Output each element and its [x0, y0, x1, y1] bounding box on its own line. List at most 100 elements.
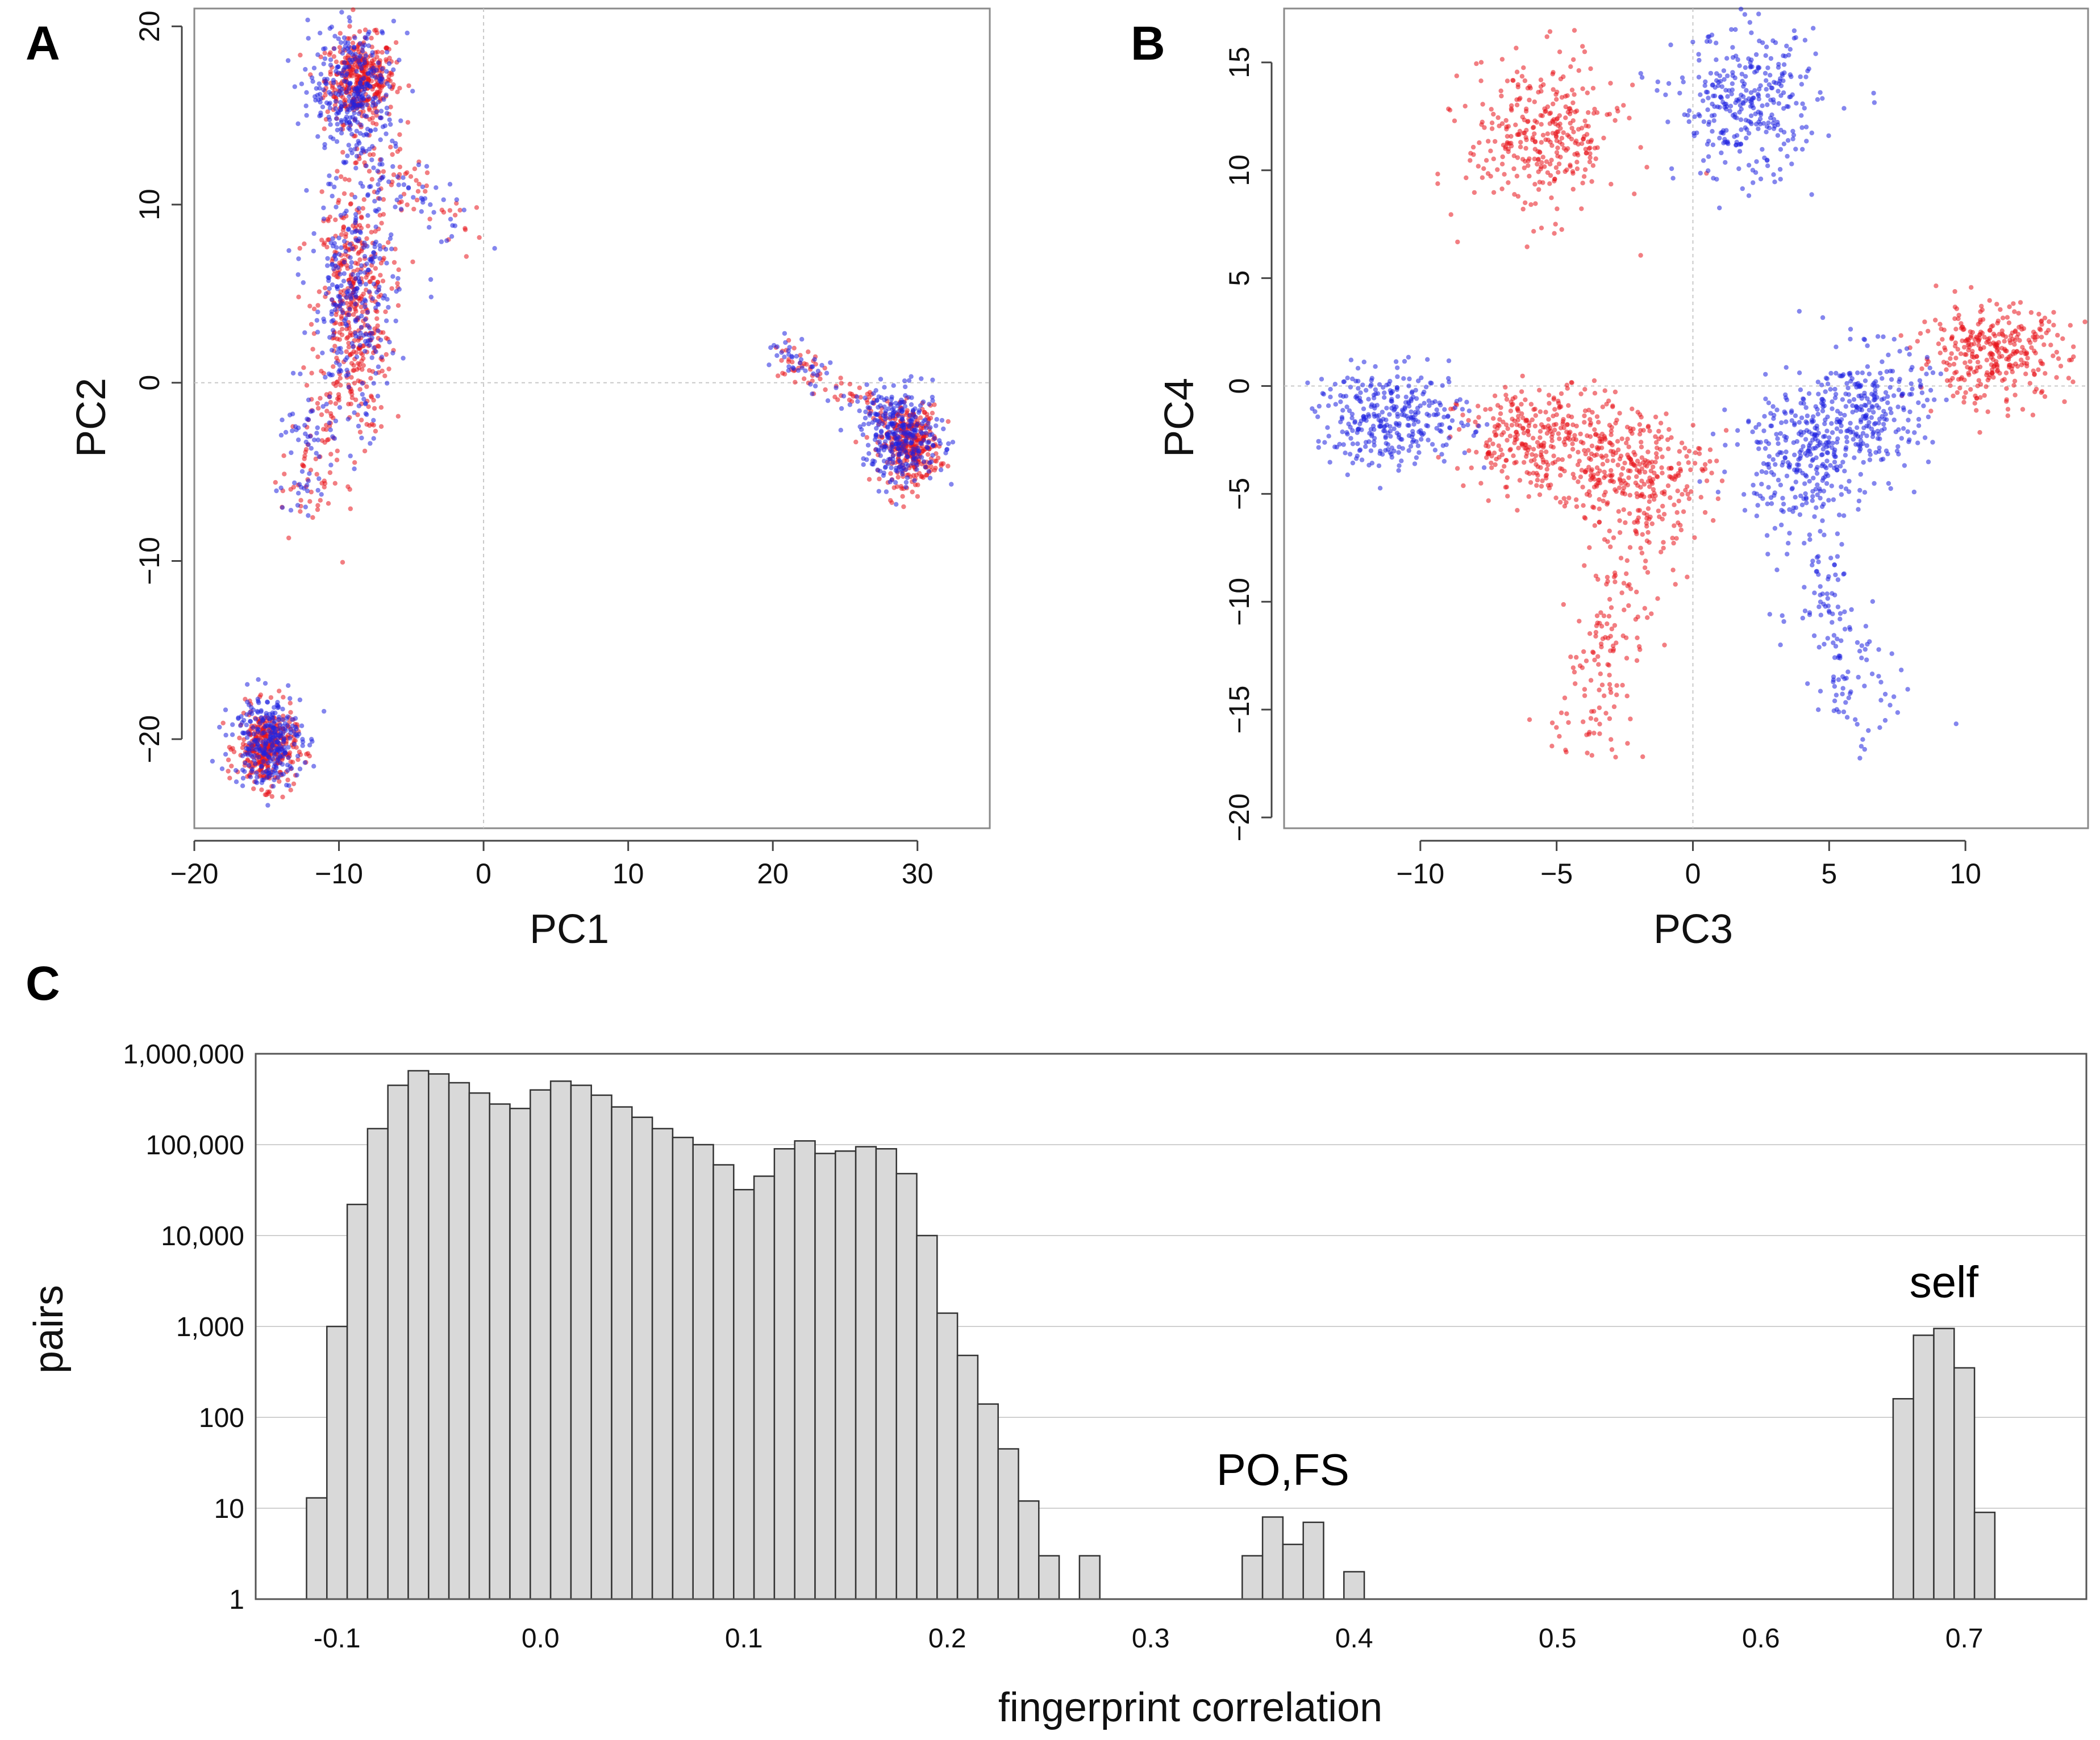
data-point [1540, 113, 1545, 118]
data-point [302, 330, 307, 335]
data-point [1653, 451, 1659, 456]
data-point [876, 423, 881, 428]
data-point [347, 94, 352, 99]
data-point [1556, 457, 1561, 462]
data-point [1758, 176, 1764, 182]
data-point [1593, 432, 1598, 437]
data-point [369, 59, 375, 64]
data-point [2024, 361, 2030, 366]
data-point [1549, 744, 1555, 749]
data-point [1595, 654, 1601, 659]
data-point [324, 244, 330, 250]
data-point [330, 282, 335, 287]
data-point [1697, 446, 1702, 452]
data-point [1552, 427, 1557, 433]
data-point [328, 462, 334, 468]
data-point [1566, 433, 1572, 438]
data-point [885, 433, 890, 439]
data-point [863, 395, 868, 400]
data-point [780, 370, 785, 376]
data-point [1599, 644, 1604, 650]
data-point [1647, 499, 1652, 504]
data-point [1666, 427, 1672, 432]
data-point [1582, 563, 1587, 568]
data-point [335, 448, 340, 453]
data-point [1526, 432, 1531, 437]
data-point [2051, 323, 2056, 328]
data-point [1328, 394, 1333, 399]
data-point [2012, 342, 2017, 347]
data-point [1543, 410, 1548, 415]
data-point [372, 406, 377, 411]
data-point [1546, 393, 1552, 398]
data-point [2004, 356, 2009, 362]
data-point [341, 35, 347, 40]
data-point [338, 307, 343, 312]
data-point [863, 415, 868, 421]
data-point [286, 745, 291, 750]
data-point [1633, 617, 1638, 622]
data-point [1698, 170, 1703, 176]
data-point [864, 435, 869, 440]
data-point [253, 779, 259, 785]
data-point [1958, 351, 1964, 356]
data-point [1545, 104, 1551, 110]
data-point [1503, 422, 1509, 427]
data-point [1749, 30, 1754, 35]
data-point [899, 451, 905, 456]
data-point [1535, 149, 1540, 154]
data-point [324, 402, 329, 407]
data-point [1665, 119, 1670, 124]
data-point [253, 747, 259, 752]
data-point [1749, 121, 1754, 127]
data-point [1804, 139, 1809, 144]
data-point [1609, 747, 1615, 752]
data-point [1776, 61, 1781, 67]
data-point [886, 461, 891, 466]
data-point [1569, 87, 1575, 93]
data-point [306, 513, 311, 518]
data-point [273, 480, 278, 485]
data-point [1642, 606, 1647, 611]
data-point [344, 301, 349, 306]
data-point [1422, 400, 1427, 406]
data-point [327, 394, 332, 399]
data-point [321, 242, 326, 247]
data-point [291, 485, 296, 490]
data-point [861, 422, 866, 427]
data-point [932, 436, 937, 441]
data-point [377, 243, 382, 248]
data-point [835, 397, 840, 402]
data-point [1538, 409, 1543, 414]
data-point [1994, 369, 1999, 374]
data-point [1714, 177, 1719, 182]
data-point [1636, 644, 1642, 649]
data-point [288, 700, 293, 706]
data-point [1602, 469, 1607, 475]
data-point [1572, 669, 1577, 675]
data-point [266, 767, 271, 773]
data-point [1991, 375, 1996, 380]
data-point [383, 247, 389, 252]
data-point [298, 498, 303, 503]
data-point [340, 51, 345, 56]
data-point [1977, 364, 1983, 370]
data-point [309, 322, 314, 327]
data-point [924, 445, 930, 450]
data-point [331, 332, 336, 338]
data-point [311, 65, 317, 71]
data-point [344, 120, 349, 126]
data-point [1557, 436, 1562, 441]
data-point [1403, 394, 1409, 399]
data-point [391, 67, 396, 72]
data-point [896, 446, 901, 451]
data-point [1637, 422, 1642, 427]
data-point [779, 358, 784, 363]
data-point [223, 732, 228, 738]
data-point [334, 205, 339, 210]
data-point [345, 40, 351, 45]
data-point [2007, 304, 2012, 310]
data-point [290, 723, 295, 729]
y-tick-label: −10 [134, 537, 165, 585]
data-point [857, 408, 862, 414]
